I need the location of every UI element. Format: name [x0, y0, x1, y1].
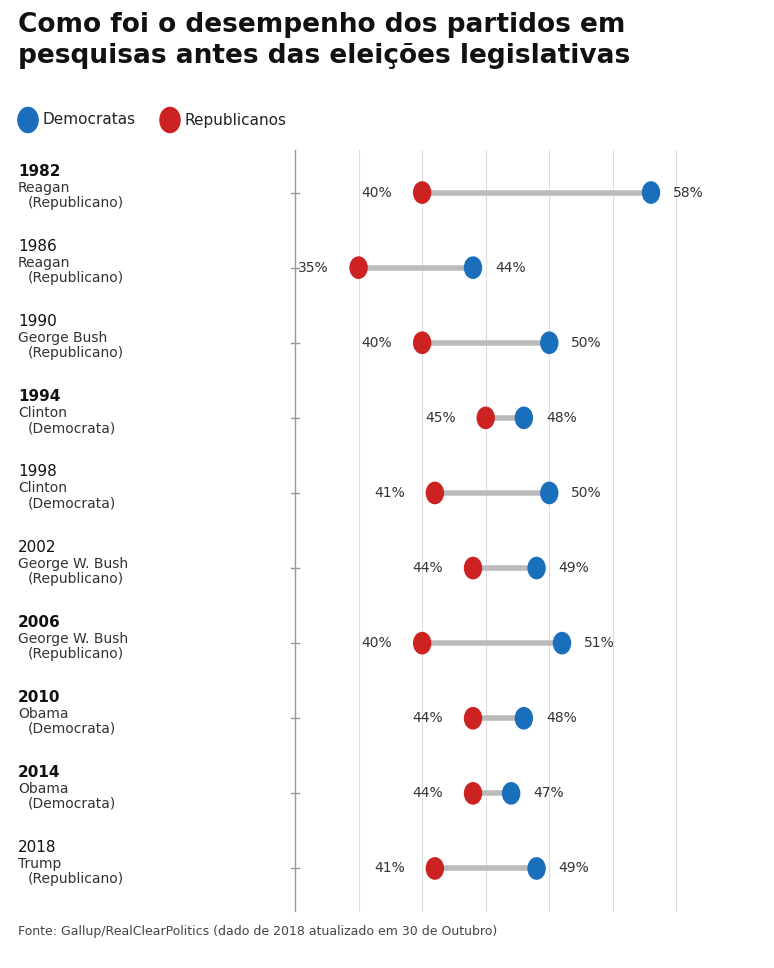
Text: George Bush: George Bush	[18, 331, 108, 346]
Text: 1990: 1990	[18, 315, 57, 329]
Text: 2010: 2010	[18, 690, 60, 705]
Text: Republicanos: Republicanos	[184, 112, 286, 128]
Text: 40%: 40%	[361, 636, 392, 650]
Text: 58%: 58%	[673, 186, 704, 199]
Text: 44%: 44%	[495, 260, 526, 275]
Text: Como foi o desempenho dos partidos em
pesquisas antes das eleições legislativas: Como foi o desempenho dos partidos em pe…	[18, 12, 630, 69]
Text: (Republicano): (Republicano)	[28, 647, 124, 660]
Text: 44%: 44%	[413, 711, 443, 725]
Text: (Republicano): (Republicano)	[28, 347, 124, 360]
Text: 50%: 50%	[571, 336, 602, 349]
Text: 1998: 1998	[18, 465, 57, 479]
Text: Reagan: Reagan	[18, 181, 70, 195]
Text: 44%: 44%	[413, 786, 443, 801]
Text: 35%: 35%	[298, 260, 329, 275]
Text: (Republicano): (Republicano)	[28, 271, 124, 286]
Text: Obama: Obama	[18, 707, 69, 721]
Text: (Democrata): (Democrata)	[28, 722, 116, 736]
Text: 2014: 2014	[18, 765, 60, 780]
Text: 48%: 48%	[546, 711, 577, 725]
Text: 49%: 49%	[559, 862, 589, 875]
Text: Clinton: Clinton	[18, 407, 67, 420]
Text: 1986: 1986	[18, 239, 57, 255]
Text: 50%: 50%	[571, 486, 602, 499]
Text: (Democrata): (Democrata)	[28, 421, 116, 436]
Text: Clinton: Clinton	[18, 481, 67, 496]
Text: 41%: 41%	[374, 486, 405, 499]
Text: (Democrata): (Democrata)	[28, 497, 116, 510]
Text: 44%: 44%	[413, 561, 443, 575]
Text: 51%: 51%	[584, 636, 615, 650]
Text: Obama: Obama	[18, 782, 69, 796]
Text: 49%: 49%	[559, 561, 589, 575]
Text: Trump: Trump	[18, 857, 61, 871]
Text: 45%: 45%	[425, 410, 456, 425]
Text: (Republicano): (Republicano)	[28, 571, 124, 586]
Text: Democratas: Democratas	[42, 112, 135, 128]
Text: (Republicano): (Republicano)	[28, 196, 124, 210]
Text: Reagan: Reagan	[18, 257, 70, 270]
Text: 2018: 2018	[18, 840, 57, 855]
Text: 40%: 40%	[361, 336, 392, 349]
Text: BBC: BBC	[709, 930, 749, 948]
Text: 47%: 47%	[533, 786, 563, 801]
Text: 2002: 2002	[18, 539, 57, 555]
Text: 1994: 1994	[18, 389, 60, 405]
Text: 41%: 41%	[374, 862, 405, 875]
Text: 2006: 2006	[18, 615, 60, 629]
Text: George W. Bush: George W. Bush	[18, 631, 128, 646]
Text: George W. Bush: George W. Bush	[18, 557, 128, 570]
Text: (Republicano): (Republicano)	[28, 872, 124, 886]
Text: Fonte: Gallup/RealClearPolitics (dado de 2018 atualizado em 30 de Outubro): Fonte: Gallup/RealClearPolitics (dado de…	[18, 925, 497, 939]
Text: (Democrata): (Democrata)	[28, 797, 116, 811]
Text: 1982: 1982	[18, 164, 60, 179]
Text: 48%: 48%	[546, 410, 577, 425]
Text: 40%: 40%	[361, 186, 392, 199]
